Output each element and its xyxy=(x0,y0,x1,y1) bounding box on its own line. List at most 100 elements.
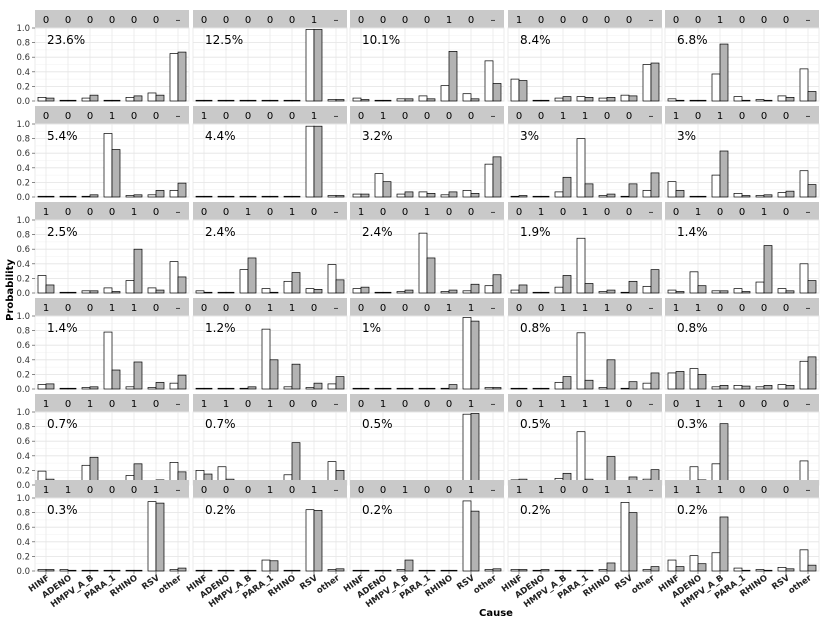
panel-strip xyxy=(508,394,662,412)
strip-label: 0 xyxy=(783,15,789,26)
bar-gray xyxy=(426,98,436,102)
panel: 0 0 0 1 0 0 – 5.4% 0.0 0.2 0.4 0.6 0.8 1.0 xyxy=(16,106,190,203)
strip-label: – xyxy=(176,303,181,314)
strip-label: 1 xyxy=(380,399,386,410)
strip-label: 1 xyxy=(560,399,566,410)
x-axis-label: Cause xyxy=(479,608,513,619)
bar-white xyxy=(689,271,699,294)
strip-label: 0 xyxy=(109,399,115,410)
y-tick-label: 0.2 xyxy=(16,466,30,476)
bar-white xyxy=(327,569,337,572)
panel: 0 0 1 0 1 0 – 2.4% xyxy=(192,202,348,294)
bar-white xyxy=(554,191,564,198)
strip-label: 0 xyxy=(538,15,544,26)
panel-strip xyxy=(508,10,662,28)
bar-white xyxy=(440,194,450,198)
panel-percent-label: 0.2% xyxy=(205,503,236,517)
strip-label: 0 xyxy=(739,485,745,496)
bar-white xyxy=(510,289,520,294)
y-tick-label: 1.0 xyxy=(16,120,30,130)
strip-label: – xyxy=(176,207,181,218)
bar-gray xyxy=(225,569,235,572)
bar-gray xyxy=(697,195,707,198)
strip-label: – xyxy=(176,399,181,410)
panel: 0 0 1 1 0 0 – 3% xyxy=(507,106,663,198)
bar-gray xyxy=(584,379,594,390)
strip-label: 1 xyxy=(560,111,566,122)
strip-label: 0 xyxy=(783,485,789,496)
strip-label: 0 xyxy=(201,207,207,218)
y-tick-label: 0.2 xyxy=(16,274,30,284)
y-tick-label: 0.0 xyxy=(16,385,30,395)
bar-white xyxy=(352,569,362,572)
bar-white xyxy=(554,569,564,572)
bar-white xyxy=(576,569,586,572)
bar-gray xyxy=(426,193,436,198)
bar-white xyxy=(147,194,157,198)
panel-percent-label: 1.9% xyxy=(520,225,551,239)
bar-white xyxy=(755,195,765,198)
bar-gray xyxy=(492,156,502,198)
panel: 1 0 0 1 0 0 – 2.4% xyxy=(349,202,505,294)
strip-label: 0 xyxy=(424,111,430,122)
strip-label: 1 xyxy=(245,207,251,218)
bar-white xyxy=(59,99,69,102)
panel-strip xyxy=(193,106,347,124)
strip-label: 1 xyxy=(582,399,588,410)
bar-white xyxy=(283,195,293,198)
strip-label: – xyxy=(649,303,654,314)
y-tick-label: 0.6 xyxy=(16,149,30,159)
bar-white xyxy=(283,280,293,294)
bar-gray xyxy=(335,376,345,390)
y-tick-label: 0.4 xyxy=(16,538,30,548)
bar-gray xyxy=(606,359,616,390)
bar-white xyxy=(169,382,179,390)
panel: 1 1 0 1 0 0 – 0.7% xyxy=(192,394,348,486)
bar-gray xyxy=(291,569,301,572)
y-tick-label: 0.6 xyxy=(16,437,30,447)
bar-white xyxy=(689,99,699,102)
strip-label: 1 xyxy=(717,111,723,122)
panel-percent-label: 0.3% xyxy=(47,503,78,517)
bar-white xyxy=(440,85,450,102)
bar-gray xyxy=(177,182,187,198)
strip-label: 1 xyxy=(43,485,49,496)
panel-strip xyxy=(350,394,504,412)
bar-white xyxy=(147,387,157,390)
bar-white xyxy=(532,387,542,390)
panel-percent-label: 0.8% xyxy=(677,321,708,335)
bar-gray xyxy=(203,569,213,572)
bar-gray xyxy=(785,190,795,198)
bar-gray xyxy=(225,387,235,390)
strip-label: 0 xyxy=(783,399,789,410)
bar-white xyxy=(327,264,337,294)
strip-label: 0 xyxy=(223,15,229,26)
strip-label: 0 xyxy=(402,207,408,218)
strip-label: 0 xyxy=(626,207,632,218)
bar-gray xyxy=(650,372,660,390)
strip-label: 1 xyxy=(65,485,71,496)
y-axis-label: Probability xyxy=(5,259,16,321)
strip-label: 0 xyxy=(65,207,71,218)
bar-white xyxy=(147,287,157,294)
strip-label: 1 xyxy=(131,207,137,218)
strip-label: – xyxy=(334,303,339,314)
bar-white xyxy=(689,368,699,390)
panel-percent-label: 0.8% xyxy=(520,321,551,335)
bar-white xyxy=(510,195,520,198)
strip-label: 0 xyxy=(402,15,408,26)
bar-white xyxy=(169,261,179,294)
bar-white xyxy=(777,288,787,294)
panel: 0 0 0 0 0 0 – 23.6% 0.0 0.2 0.4 0.6 0.8 1.0 xyxy=(16,10,190,107)
bar-gray xyxy=(382,99,392,102)
strip-label: 0 xyxy=(380,303,386,314)
strip-label: 1 xyxy=(43,399,49,410)
bar-gray xyxy=(269,99,279,102)
bar-gray xyxy=(247,569,257,572)
bar-gray xyxy=(45,97,55,102)
panel: 0 1 1 1 1 0 – 0.5% xyxy=(507,394,663,486)
y-tick-label: 0.2 xyxy=(16,552,30,562)
strip-label: – xyxy=(491,207,496,218)
bar-gray xyxy=(628,95,638,102)
